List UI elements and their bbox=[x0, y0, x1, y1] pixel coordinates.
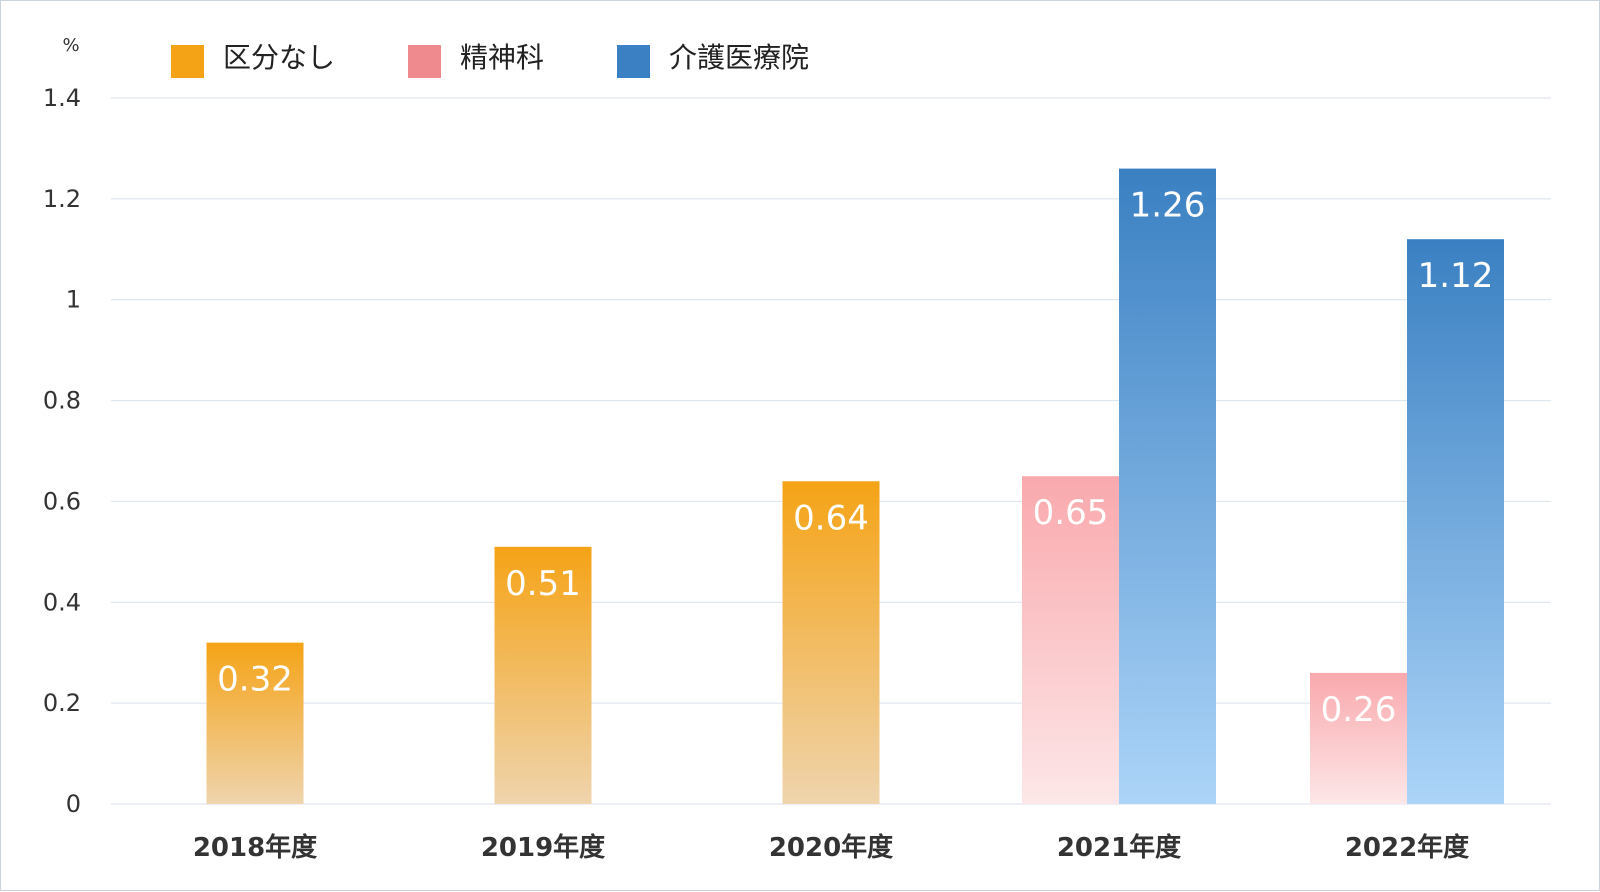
y-axis-unit: % bbox=[62, 35, 79, 56]
x-category-label: 2022年度 bbox=[1345, 832, 1469, 863]
data-label: 1.26 bbox=[1130, 186, 1206, 226]
y-tick-label: 1 bbox=[66, 286, 81, 314]
data-label: 0.32 bbox=[217, 660, 293, 700]
y-tick-label: 0 bbox=[66, 790, 81, 818]
legend-swatch bbox=[408, 45, 441, 78]
data-labels: 0.32 0.51 0.64 0.65 1.26 0.26 1.12 bbox=[217, 186, 1493, 730]
data-label: 0.51 bbox=[505, 564, 581, 604]
x-axis-categories: 2018年度 2019年度 2020年度 2021年度 2022年度 bbox=[193, 832, 1469, 863]
legend-label: 区分なし bbox=[223, 41, 335, 74]
bar bbox=[782, 481, 880, 804]
data-label: 0.64 bbox=[793, 498, 869, 538]
y-axis-ticks: 0 0.2 0.4 0.6 0.8 1 1.2 1.4 bbox=[43, 84, 81, 818]
bar bbox=[1407, 239, 1504, 804]
y-tick-label: 0.2 bbox=[43, 689, 81, 717]
data-label: 0.65 bbox=[1033, 493, 1109, 533]
x-category-label: 2020年度 bbox=[769, 832, 893, 863]
y-tick-label: 1.4 bbox=[43, 84, 81, 112]
y-tick-label: 1.2 bbox=[43, 185, 81, 213]
legend-swatch bbox=[617, 45, 650, 78]
y-tick-label: 0.4 bbox=[43, 588, 81, 616]
bar bbox=[494, 546, 592, 804]
bar bbox=[1310, 672, 1407, 804]
data-label: 0.26 bbox=[1321, 690, 1397, 730]
legend-swatch bbox=[171, 45, 204, 78]
y-tick-label: 0.8 bbox=[43, 387, 81, 415]
legend-label: 精神科 bbox=[460, 41, 544, 74]
y-tick-label: 0.6 bbox=[43, 487, 81, 515]
data-label: 1.12 bbox=[1418, 256, 1494, 296]
bar bbox=[1119, 168, 1216, 805]
x-category-label: 2021年度 bbox=[1057, 832, 1181, 863]
legend-label: 介護医療院 bbox=[669, 41, 809, 74]
bars bbox=[206, 168, 1504, 805]
bar bbox=[206, 642, 304, 804]
bar bbox=[1022, 476, 1119, 804]
legend: 区分なし 精神科 介護医療院 bbox=[171, 41, 809, 78]
x-category-label: 2019年度 bbox=[481, 832, 605, 863]
x-category-label: 2018年度 bbox=[193, 832, 317, 863]
